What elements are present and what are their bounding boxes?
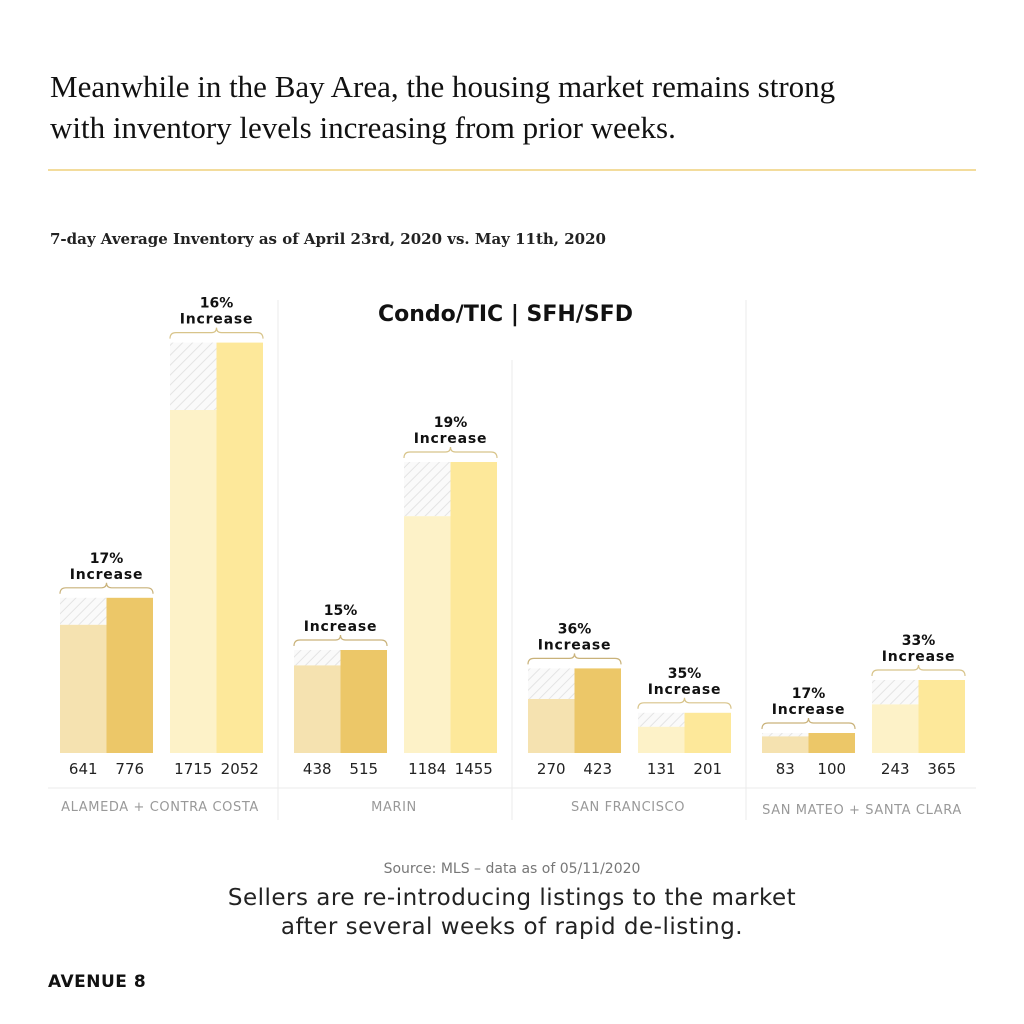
bar-after xyxy=(684,712,731,753)
value-label-after: 1455 xyxy=(455,760,493,778)
value-label-before: 270 xyxy=(537,760,566,778)
bar-before xyxy=(638,726,685,753)
increase-hatch xyxy=(170,342,217,410)
bar-after xyxy=(340,650,387,753)
value-label-after: 201 xyxy=(693,760,722,778)
bar-before xyxy=(872,704,919,753)
increase-brace xyxy=(293,634,388,647)
value-label-after: 100 xyxy=(817,760,846,778)
region-label: SAN MATEO + SANTA CLARA xyxy=(762,803,962,818)
source-note: Source: MLS – data as of 05/11/2020 xyxy=(383,861,641,877)
increase-label: Increase xyxy=(538,637,612,653)
increase-label: Increase xyxy=(70,567,144,583)
increase-brace xyxy=(59,582,154,594)
page-title: Meanwhile in the Bay Area, the housing m… xyxy=(50,66,990,148)
title-divider xyxy=(48,169,976,171)
title-line-2: with inventory levels increasing from pr… xyxy=(50,110,676,145)
increase-percent: 17% xyxy=(90,551,124,567)
increase-label: Increase xyxy=(414,431,488,447)
caption-line-1: Sellers are re-introducing listings to t… xyxy=(227,885,797,911)
region-label: ALAMEDA + CONTRA COSTA xyxy=(61,800,259,815)
bar-before xyxy=(404,516,451,753)
increase-brace xyxy=(637,697,732,709)
increase-brace xyxy=(527,653,622,665)
chart-title: 7-day Average Inventory as of April 23rd… xyxy=(50,230,606,248)
increase-percent: 15% xyxy=(324,603,358,619)
increase-percent: 33% xyxy=(902,633,936,649)
caption-line-2: after several weeks of rapid de-listing. xyxy=(280,914,744,940)
increase-brace xyxy=(403,446,498,459)
bar-before xyxy=(528,699,575,753)
increase-label: Increase xyxy=(772,702,846,718)
value-label-after: 365 xyxy=(927,760,956,778)
value-label-before: 243 xyxy=(881,760,910,778)
value-label-before: 1715 xyxy=(174,760,212,778)
value-label-after: 2052 xyxy=(221,760,259,778)
increase-percent: 17% xyxy=(792,686,826,702)
bar-after xyxy=(106,597,153,753)
bar-after xyxy=(918,680,965,753)
increase-percent: 35% xyxy=(668,666,702,682)
value-label-before: 641 xyxy=(69,760,98,778)
increase-brace xyxy=(761,717,856,730)
value-label-after: 423 xyxy=(583,760,612,778)
increase-label: Increase xyxy=(304,619,378,635)
value-label-after: 515 xyxy=(349,760,378,778)
increase-label: Increase xyxy=(180,312,254,328)
increase-hatch xyxy=(404,462,451,517)
increase-label: Increase xyxy=(882,649,956,665)
title-line-1: Meanwhile in the Bay Area, the housing m… xyxy=(50,69,836,104)
bar-after xyxy=(574,668,621,753)
increase-label: Increase xyxy=(648,682,722,698)
value-label-before: 438 xyxy=(303,760,332,778)
increase-hatch xyxy=(762,733,809,737)
increase-hatch xyxy=(872,680,919,705)
increase-hatch xyxy=(294,650,341,666)
increase-percent: 36% xyxy=(558,621,592,637)
increase-hatch xyxy=(528,668,575,699)
brand-logo: AVENUE 8 xyxy=(48,972,147,992)
bar-before xyxy=(170,410,217,753)
value-label-before: 131 xyxy=(647,760,676,778)
bar-before xyxy=(294,665,341,753)
chart-legend: Condo/TIC | SFH/SFD xyxy=(378,302,633,327)
value-label-after: 776 xyxy=(115,760,144,778)
region-label: MARIN xyxy=(371,800,417,815)
increase-brace xyxy=(169,327,264,339)
value-label-before: 83 xyxy=(776,760,795,778)
increase-percent: 16% xyxy=(200,296,234,312)
bar-before xyxy=(60,624,107,753)
region-label: SAN FRANCISCO xyxy=(571,800,685,815)
bar-after xyxy=(808,733,855,753)
value-label-before: 1184 xyxy=(408,760,446,778)
bar-after xyxy=(450,462,497,753)
increase-brace xyxy=(871,664,966,677)
increase-hatch xyxy=(638,712,685,727)
bar-before xyxy=(762,736,809,753)
caption: Sellers are re-introducing listings to t… xyxy=(0,884,1024,942)
increase-percent: 19% xyxy=(434,415,468,431)
bar-after xyxy=(216,342,263,753)
increase-hatch xyxy=(60,597,107,625)
